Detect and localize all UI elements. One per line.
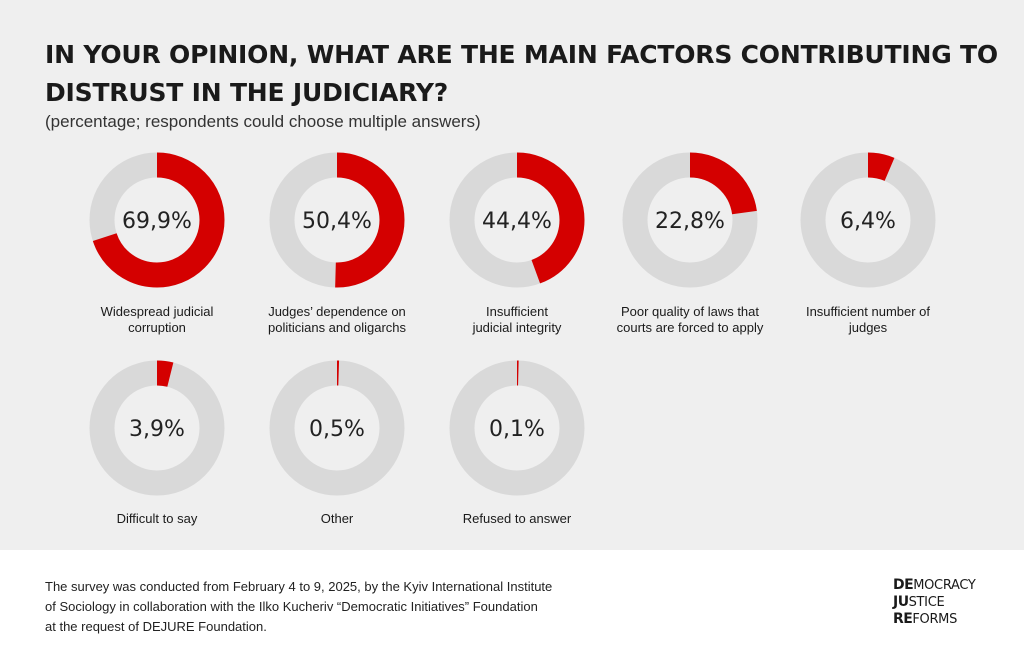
- value-label: 6,4%: [840, 209, 896, 234]
- value-label: 0,5%: [309, 417, 365, 442]
- category-label-line: Difficult to say: [116, 511, 198, 526]
- category-label: Insufficient number of judges: [768, 304, 968, 336]
- value-label: 50,4%: [302, 209, 372, 234]
- chart-subtitle: (percentage; respondents could choose mu…: [45, 112, 481, 131]
- survey-note: The survey was conducted from February 4…: [45, 577, 645, 637]
- category-label: Poor quality of laws that courts are forc…: [590, 304, 790, 336]
- logo-line: JUSTICE: [893, 594, 976, 611]
- category-label-line: politicians and oligarchs: [267, 320, 407, 335]
- category-label: Insufficient judicial integrity: [417, 304, 617, 336]
- category-label: Judges’ dependence on politicians and oli…: [237, 304, 437, 336]
- logo-bold: RE: [893, 611, 913, 627]
- category-label-line: courts are forced to apply: [616, 320, 764, 335]
- donut-slice: [89, 360, 225, 496]
- donut-slice: [449, 152, 585, 288]
- logo-line: DEMOCRACY: [893, 577, 976, 594]
- donut-slice: [89, 152, 225, 288]
- donut-slice: [449, 360, 585, 496]
- value-label: 22,8%: [655, 209, 725, 234]
- value-label: 3,9%: [129, 417, 185, 442]
- survey-note-line: of Sociology in collaboration with the I…: [45, 599, 538, 614]
- category-label-line: corruption: [128, 320, 186, 335]
- survey-note-line: The survey was conducted from February 4…: [45, 579, 553, 594]
- value-label: 0,1%: [489, 417, 545, 442]
- category-label-line: Insufficient number of: [805, 304, 931, 319]
- category-label-line: Judges’ dependence on: [268, 304, 406, 319]
- logo-bold: JU: [893, 594, 909, 610]
- donut-charts: 69,9% 50,4% 44,4% 22,8% 6,4% 3,9% 0,5% 0,1%: [89, 152, 936, 496]
- logo-bold: DE: [893, 577, 914, 593]
- value-label: 44,4%: [482, 209, 552, 234]
- survey-note-line: at the request of DEJURE Foundation.: [45, 619, 267, 634]
- logo-line: REFORMS: [893, 611, 976, 628]
- category-label-line: Refused to answer: [462, 511, 572, 526]
- logo-rest: STICE: [908, 595, 945, 610]
- logo-rest: MOCRACY: [913, 578, 976, 593]
- category-label-line: Insufficient: [486, 304, 548, 319]
- donut-slice: [622, 152, 758, 288]
- dejure-logo: DEMOCRACY JUSTICE REFORMS: [893, 577, 976, 628]
- category-label: Refused to answer: [417, 511, 617, 527]
- category-label-line: judges: [848, 320, 888, 335]
- category-label-line: Widespread judicial: [100, 304, 214, 319]
- category-label: Other: [237, 511, 437, 527]
- category-label-line: Poor quality of laws that: [620, 304, 760, 319]
- chart-title: IN YOUR OPINION, WHAT ARE THE MAIN FACTO…: [45, 40, 998, 107]
- value-label: 69,9%: [122, 209, 192, 234]
- category-label: Difficult to say: [57, 511, 257, 527]
- category-label-line: Other: [320, 511, 354, 526]
- donut-slice: [269, 360, 405, 496]
- category-label: Widespread judicial corruption: [57, 304, 257, 336]
- logo-rest: FORMS: [912, 612, 958, 627]
- donut-slice: [800, 152, 936, 288]
- donut-slice: [269, 152, 405, 288]
- category-label-line: judicial integrity: [472, 320, 562, 335]
